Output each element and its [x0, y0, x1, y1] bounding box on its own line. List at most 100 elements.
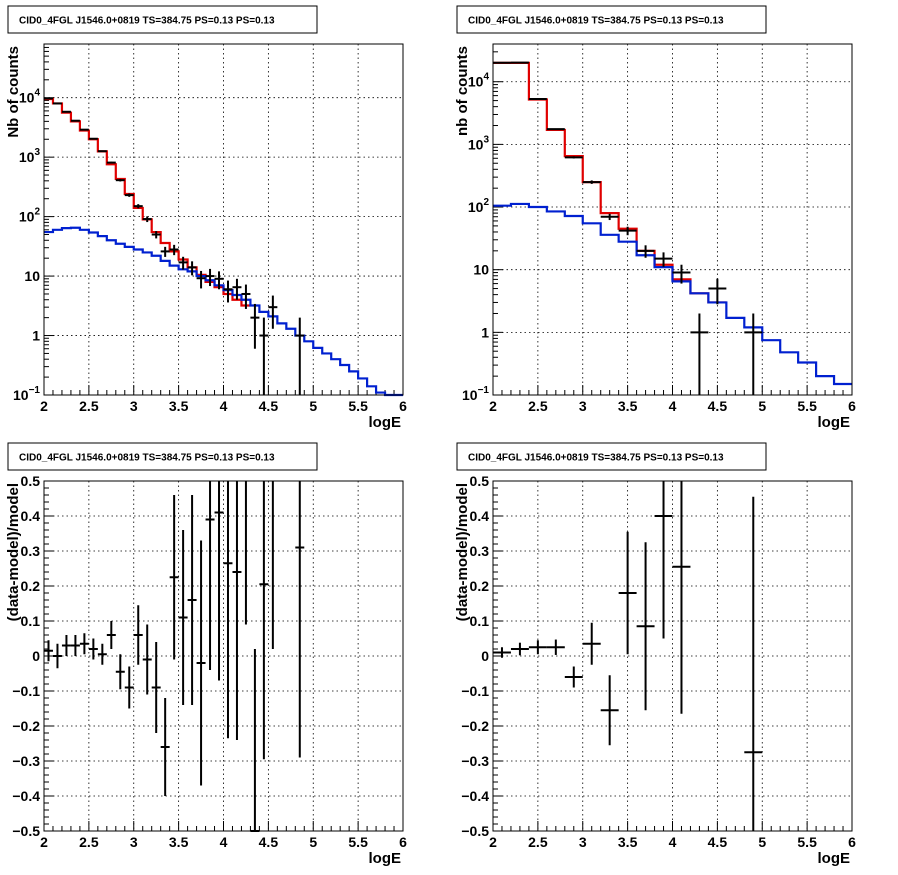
data-point [205, 268, 215, 287]
data-point [636, 245, 655, 258]
data-point [61, 635, 71, 656]
data-point [654, 481, 673, 639]
y-tick-label: 1 [481, 324, 489, 340]
data-point [70, 635, 80, 656]
x-tick-label: 3 [130, 398, 138, 414]
panel-2: CID0_4FGL J1546.0+0819 TS=384.75 PS=0.13… [454, 5, 856, 431]
y-tick-label: 103 [468, 134, 490, 152]
data-point [79, 128, 89, 131]
data-point [250, 303, 260, 349]
y-tick-label: −0.5 [12, 823, 40, 839]
x-tick-label: 3.5 [618, 398, 638, 414]
y-tick-label: 0 [481, 648, 489, 664]
data-point [196, 270, 206, 289]
y-tick-label-exponent: 3 [483, 134, 489, 145]
y-tick-label: 0.5 [21, 473, 41, 489]
data-point [169, 495, 179, 660]
data-point [133, 605, 143, 665]
y-axis-label: nb of counts [454, 46, 471, 136]
x-axis-label: logE [369, 850, 402, 867]
x-tick-label: 4.5 [259, 834, 279, 850]
y-tick-label-base: 10 [19, 90, 35, 106]
x-tick-label: 5 [309, 834, 317, 850]
x-tick-label: 3.5 [169, 398, 189, 414]
data-point [151, 231, 161, 239]
x-tick-label: 4 [220, 398, 228, 414]
series-1-step-line [44, 226, 403, 397]
x-tick-label: 3.5 [618, 834, 638, 850]
data-point [232, 278, 242, 300]
data-point [44, 640, 53, 662]
plot-frame [492, 43, 853, 396]
x-tick-label: 6 [399, 834, 407, 850]
y-tick-label-base: 10 [462, 387, 478, 403]
data-point [241, 284, 251, 309]
data-point [88, 638, 98, 660]
x-axis-label: logE [818, 414, 851, 431]
x-axis-label: logE [818, 850, 851, 867]
y-tick-label: 10−1 [462, 385, 489, 403]
data-point [70, 119, 80, 122]
data-point [214, 481, 224, 681]
data-point [295, 481, 305, 758]
y-tick-label: 0 [32, 648, 40, 664]
data-point [115, 178, 125, 182]
x-tick-label: 6 [848, 398, 856, 414]
data-point [259, 317, 269, 395]
y-tick-label-base: 10 [13, 387, 29, 403]
data-point [672, 481, 691, 714]
x-tick-label: 5.5 [797, 398, 817, 414]
plot-frame [492, 480, 853, 832]
x-tick-label: 2 [489, 398, 497, 414]
data-point [97, 150, 107, 153]
x-tick-label: 4.5 [708, 398, 728, 414]
data-point [744, 313, 763, 395]
x-tick-label: 6 [399, 398, 407, 414]
chart-title: CID0_4FGL J1546.0+0819 TS=384.75 PS=0.13… [19, 453, 275, 464]
y-tick-label-exponent: −1 [29, 385, 41, 396]
y-tick-label: −0.4 [12, 788, 40, 804]
x-tick-label: 5 [758, 398, 766, 414]
y-tick-label: 0.2 [470, 578, 490, 594]
x-tick-label: 2.5 [528, 834, 548, 850]
x-axis-label: logE [369, 414, 402, 431]
y-tick-label: 0.2 [21, 578, 41, 594]
x-tick-label: 5.5 [348, 398, 368, 414]
y-axis-label: Nb of counts [5, 46, 22, 138]
x-tick-label: 3 [579, 398, 587, 414]
data-point [160, 698, 170, 796]
data-point [232, 481, 242, 740]
data-point [142, 624, 152, 695]
title-box [456, 442, 767, 471]
data-point [268, 295, 278, 329]
y-tick-label: 0.4 [470, 508, 490, 524]
y-tick-label: 10 [473, 262, 489, 278]
data-point [124, 193, 134, 197]
x-tick-label: 5 [758, 834, 766, 850]
x-tick-label: 5 [309, 398, 317, 414]
x-tick-label: 2.5 [79, 834, 99, 850]
data-point [690, 313, 709, 395]
data-point [79, 633, 89, 655]
y-tick-label-base: 10 [468, 74, 484, 90]
y-tick-label: 104 [468, 72, 490, 90]
title-box [7, 5, 318, 34]
data-point [196, 540, 206, 786]
y-tick-label: 103 [19, 147, 41, 165]
data-point [52, 643, 62, 669]
y-tick-label: 0.3 [21, 543, 41, 559]
series-1-step-line [493, 202, 852, 386]
data-point [205, 481, 215, 670]
data-point [708, 278, 727, 305]
data-point [528, 640, 547, 655]
data-point [97, 643, 107, 665]
data-point [654, 252, 673, 267]
data-point [546, 639, 565, 655]
y-tick-label: 0.1 [21, 613, 41, 629]
x-tick-label: 4 [220, 834, 228, 850]
data-point [187, 261, 197, 276]
y-tick-label: 104 [19, 88, 41, 106]
chart-title: CID0_4FGL J1546.0+0819 TS=384.75 PS=0.13… [468, 453, 724, 464]
y-tick-label: 10 [24, 268, 40, 284]
